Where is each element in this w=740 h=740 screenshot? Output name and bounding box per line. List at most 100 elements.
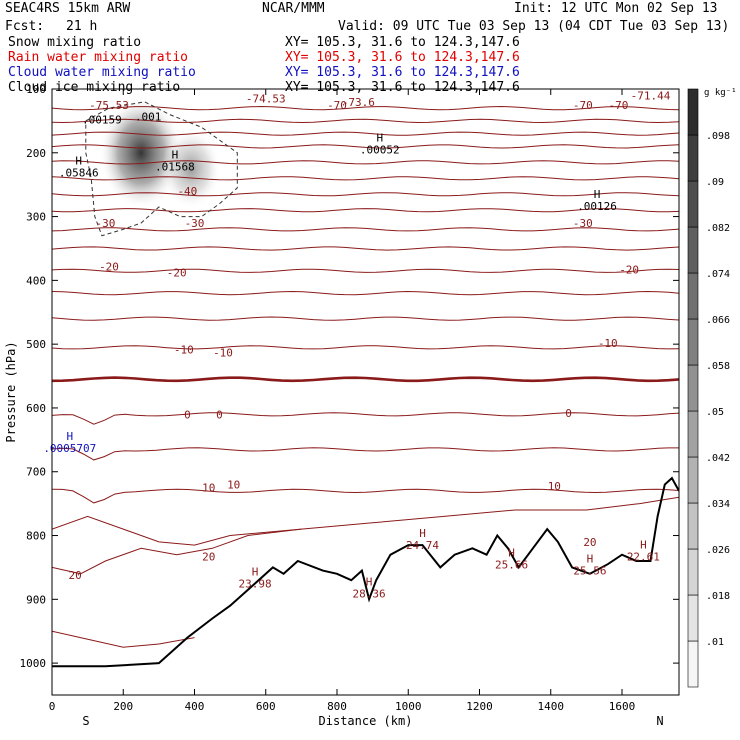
maximum-marker: H <box>640 539 647 552</box>
plot-frame <box>51 88 680 696</box>
maximum-value: 25.56 <box>573 565 606 578</box>
isotherm-line <box>52 290 679 296</box>
temperature-label: -40 <box>177 185 197 198</box>
valid-time: Valid: 09 UTC Tue 03 Sep 13 (04 CDT Tue … <box>338 19 730 34</box>
isotherm-line <box>52 447 679 461</box>
x-tick-label: 200 <box>113 700 133 713</box>
maximum-marker: H <box>366 576 373 589</box>
colorbar-unit: g kg⁻¹ <box>704 88 737 98</box>
temperature-label: 10 <box>202 482 215 495</box>
isotherm-line <box>52 227 679 232</box>
isotherm-line <box>52 376 679 383</box>
colorbar-swatch <box>687 88 699 136</box>
colorbar-tick-label: .082 <box>706 223 730 234</box>
temperature-label: -20 <box>619 264 639 277</box>
colorbar-swatch <box>687 180 699 228</box>
north-label: N <box>656 714 663 728</box>
field-snow-name: Snow mixing ratio <box>8 35 142 50</box>
temperature-label: -30 <box>96 217 116 230</box>
maximum-marker: H <box>594 188 601 201</box>
isotherm-line <box>52 528 302 575</box>
field-rain-xy: XY= 105.3, 31.6 to 124.3,147.6 <box>285 50 520 65</box>
colorbar-swatch <box>687 364 699 412</box>
isotherm-line <box>52 630 195 648</box>
maximum-marker: H <box>376 132 383 145</box>
y-tick-label: 900 <box>26 593 46 606</box>
x-tick-label: 800 <box>327 700 347 713</box>
maximum-marker: H <box>419 527 426 540</box>
colorbar-swatch <box>687 318 699 366</box>
colorbar-tick-label: .066 <box>706 315 730 326</box>
x-tick-label: 1400 <box>538 700 565 713</box>
colorbar-swatch <box>687 594 699 642</box>
colorbar-tick-label: .05 <box>706 407 724 418</box>
snow-shading <box>160 128 221 209</box>
maximum-value: .00159 <box>82 114 122 127</box>
colorbar-swatch <box>687 548 699 596</box>
y-tick-label: 500 <box>26 338 46 351</box>
x-tick-label: 0 <box>49 700 56 713</box>
maximum-marker: H <box>67 430 74 443</box>
maximum-value: .01568 <box>155 160 195 173</box>
field-cloudice-xy: XY= 105.3, 31.6 to 124.3,147.6 <box>285 80 520 95</box>
maximum-value: .00052 <box>360 144 400 157</box>
x-tick-label: 1600 <box>609 700 636 713</box>
isotherm-line <box>52 316 679 321</box>
colorbar-tick-label: .074 <box>706 269 730 280</box>
temperature-label: -20 <box>167 267 187 280</box>
temperature-label: 10 <box>548 480 561 493</box>
y-axis-label: Pressure (hPa) <box>4 341 18 442</box>
colorbar-swatch <box>687 272 699 320</box>
x-tick-label: 1200 <box>466 700 493 713</box>
temperature-label: -70 <box>327 99 347 112</box>
colorbar-tick-label: .018 <box>706 591 730 602</box>
colorbar-swatch <box>687 410 699 458</box>
isotherm-line <box>52 144 679 149</box>
field-snow-xy: XY= 105.3, 31.6 to 124.3,147.6 <box>285 35 520 50</box>
maximum-value: .05846 <box>59 167 99 180</box>
y-tick-label: 100 <box>26 83 46 96</box>
colorbar-swatch <box>687 502 699 550</box>
temperature-label: -30 <box>573 217 593 230</box>
colorbar-tick-label: .01 <box>706 637 724 648</box>
maximum-value: 25.66 <box>495 558 528 571</box>
terrain-line <box>52 476 679 668</box>
temperature-label: -74.53 <box>246 93 286 106</box>
fcst-label: Fcst: <box>5 19 45 34</box>
colorbar-swatch <box>687 456 699 504</box>
maximum-marker: H <box>75 155 82 168</box>
maximum-value: .00126 <box>577 200 617 213</box>
y-tick-label: 200 <box>26 147 46 160</box>
field-cloudwater-name: Cloud water mixing ratio <box>8 65 196 80</box>
colorbar-tick-label: .09 <box>706 177 724 188</box>
temperature-label: -10 <box>213 346 233 359</box>
y-tick-label: 700 <box>26 466 46 479</box>
isotherm-line <box>52 412 679 425</box>
maximum-marker: H <box>252 565 259 578</box>
x-tick-label: 600 <box>256 700 276 713</box>
isotherm-line <box>52 488 679 504</box>
snow-shading <box>99 96 184 209</box>
init-time: Init: 12 UTC Mon 02 Sep 13 <box>514 1 718 16</box>
maximum-value: 28.36 <box>353 588 386 601</box>
temperature-label: -73.6 <box>342 96 375 109</box>
cloud-ice-contour <box>85 101 238 237</box>
y-tick-label: 800 <box>26 530 46 543</box>
south-label: S <box>82 714 89 728</box>
maximum-value: 23.98 <box>239 577 272 590</box>
y-tick-label: 300 <box>26 211 46 224</box>
temperature-label: -70 <box>573 99 593 112</box>
temperature-label: 0 <box>184 408 191 421</box>
isotherm-line <box>52 192 679 197</box>
org-title: NCAR/MMM <box>262 1 325 16</box>
temperature-label: 10 <box>227 478 240 491</box>
temperature-label: -71.44 <box>631 89 671 102</box>
field-rain-name: Rain water mixing ratio <box>8 50 189 65</box>
maximum-value: .0005707 <box>43 442 96 455</box>
isotherm-line <box>52 160 679 165</box>
maximum-marker: H <box>587 553 594 566</box>
field-cloudwater-xy: XY= 105.3, 31.6 to 124.3,147.6 <box>285 65 520 80</box>
y-tick-label: 400 <box>26 274 46 287</box>
isotherm-line <box>52 345 679 350</box>
